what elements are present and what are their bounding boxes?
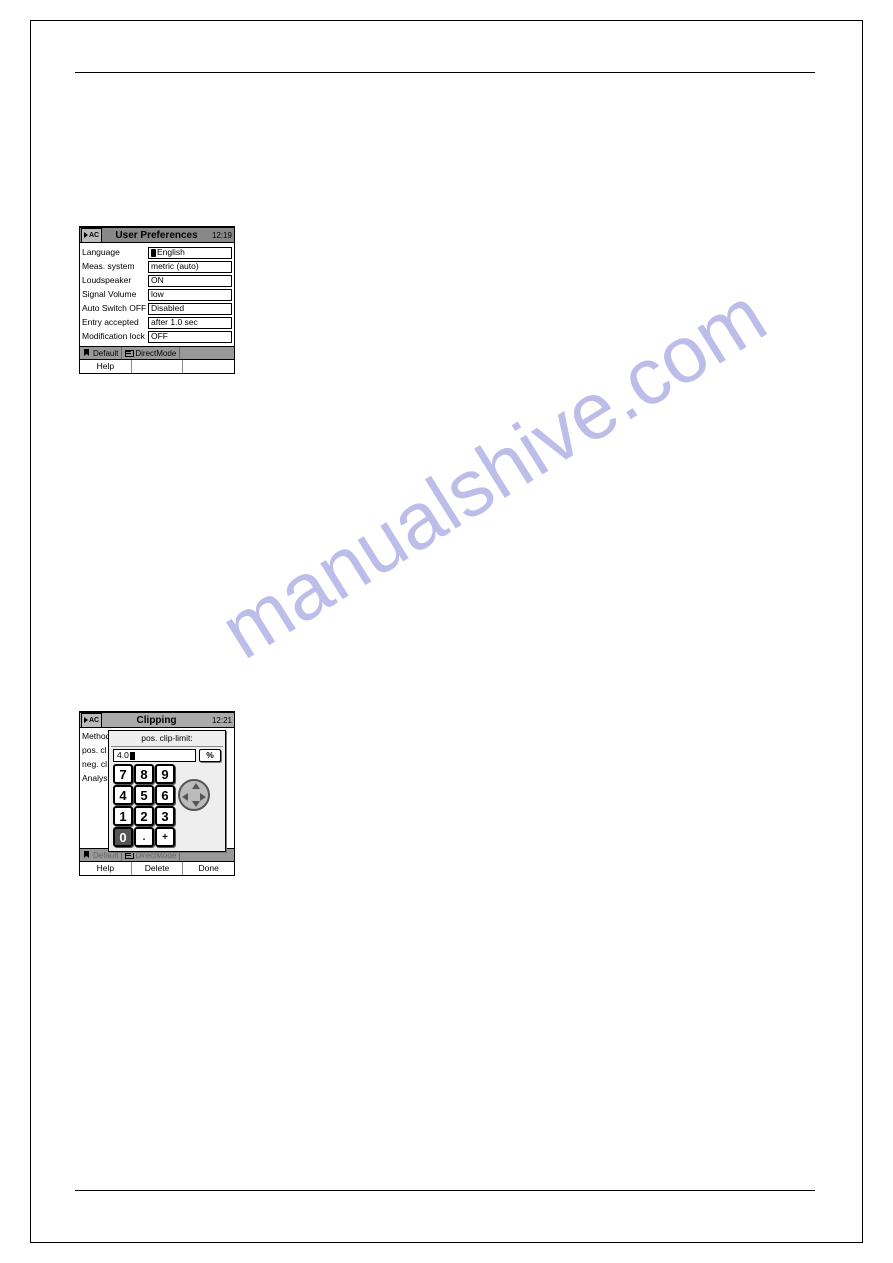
setting-row-language: Language English	[82, 246, 232, 259]
default-label: Default	[93, 348, 118, 359]
setting-row-meas-system: Meas. system metric (auto)	[82, 260, 232, 273]
arrow-icon	[84, 232, 88, 238]
list-icon	[125, 349, 133, 357]
list-icon	[125, 851, 133, 859]
setting-field[interactable]: low	[148, 289, 232, 301]
key-decimal[interactable]: .	[134, 827, 154, 847]
bookmark-icon	[83, 851, 91, 859]
setting-field[interactable]: metric (auto)	[148, 261, 232, 273]
dpad-right-icon	[200, 793, 206, 801]
setting-label: Loudspeaker	[82, 275, 148, 286]
power-label: AC	[89, 230, 99, 241]
window-title: Clipping	[103, 715, 210, 726]
key-5[interactable]: 5	[134, 785, 154, 805]
key-6[interactable]: 6	[155, 785, 175, 805]
setting-field[interactable]: Disabled	[148, 303, 232, 315]
button-bar: Help Delete Done	[80, 861, 234, 875]
setting-label: Meas. system	[82, 261, 148, 272]
setting-row-entry-accepted: Entry accepted after 1.0 sec	[82, 316, 232, 329]
help-button[interactable]: Help	[80, 862, 132, 875]
titlebar: AC User Preferences 12:19	[80, 228, 234, 243]
setting-row-modification-lock: Modification lock OFF	[82, 330, 232, 343]
key-2[interactable]: 2	[134, 806, 154, 826]
power-label: AC	[89, 715, 99, 726]
window-user-preferences: AC User Preferences 12:19 Language Engli…	[79, 226, 235, 374]
dpad-down-icon	[192, 801, 200, 807]
power-indicator: AC	[81, 228, 102, 243]
key-7[interactable]: 7	[113, 764, 133, 784]
header-rule	[75, 72, 815, 73]
statusbar: Default DirectMode	[80, 346, 234, 359]
setting-label: Entry accepted	[82, 317, 148, 328]
key-1[interactable]: 1	[113, 806, 133, 826]
dpad-circle-icon	[178, 779, 210, 811]
delete-button[interactable]: Delete	[132, 862, 184, 875]
keypad: 7 8 9 4 5 6 1 2 3 0 .	[113, 764, 221, 847]
setting-field[interactable]: after 1.0 sec	[148, 317, 232, 329]
popup-title: pos. clip-limit:	[111, 733, 223, 747]
button-3[interactable]	[183, 360, 234, 373]
bookmark-icon	[83, 349, 91, 357]
setting-row-loudspeaker: Loudspeaker ON	[82, 274, 232, 287]
window-title: User Preferences	[103, 230, 210, 241]
button-2[interactable]	[132, 360, 184, 373]
numeric-entry-popup: pos. clip-limit: 4.0 % 7 8 9	[108, 730, 226, 852]
power-indicator: AC	[81, 713, 102, 728]
setting-label: Language	[82, 247, 148, 258]
clock: 12:19	[210, 230, 234, 241]
key-9[interactable]: 9	[155, 764, 175, 784]
unit-button[interactable]: %	[199, 749, 221, 762]
window-clipping: AC Clipping 12:21 Method pos. cl neg. cl…	[79, 711, 235, 876]
footer-rule	[75, 1190, 815, 1191]
help-button[interactable]: Help	[80, 360, 132, 373]
key-8[interactable]: 8	[134, 764, 154, 784]
setting-field[interactable]: OFF	[148, 331, 232, 343]
button-bar: Help	[80, 359, 234, 373]
direct-mode-button[interactable]: DirectMode	[122, 347, 180, 359]
key-0[interactable]: 0	[113, 827, 133, 847]
direct-mode-label: DirectMode	[135, 348, 176, 359]
setting-row-signal-volume: Signal Volume low	[82, 288, 232, 301]
setting-label: Auto Switch OFF	[82, 303, 148, 314]
titlebar: AC Clipping 12:21	[80, 713, 234, 728]
dpad[interactable]	[176, 764, 212, 826]
window-body: Language English Meas. system metric (au…	[80, 243, 234, 346]
setting-label: Modification lock	[82, 331, 148, 342]
dpad-left-icon	[182, 793, 188, 801]
done-button[interactable]: Done	[183, 862, 234, 875]
setting-field[interactable]: ON	[148, 275, 232, 287]
setting-field[interactable]: English	[148, 247, 232, 259]
text-cursor	[130, 752, 135, 760]
default-button[interactable]: Default	[80, 347, 122, 359]
setting-label: Signal Volume	[82, 289, 148, 300]
arrow-icon	[84, 717, 88, 723]
page-frame	[30, 20, 863, 1243]
dpad-up-icon	[192, 783, 200, 789]
value-text: 4.0	[117, 750, 129, 761]
setting-row-auto-switch-off: Auto Switch OFF Disabled	[82, 302, 232, 315]
key-4[interactable]: 4	[113, 785, 133, 805]
key-3[interactable]: 3	[155, 806, 175, 826]
value-entry-row: 4.0 %	[113, 749, 221, 762]
clock: 12:21	[210, 715, 234, 726]
window-body: Method pos. cl neg. cl Analysi pos. clip…	[80, 728, 234, 848]
key-plus-minus[interactable]: +	[155, 827, 175, 847]
value-input[interactable]: 4.0	[113, 749, 196, 762]
